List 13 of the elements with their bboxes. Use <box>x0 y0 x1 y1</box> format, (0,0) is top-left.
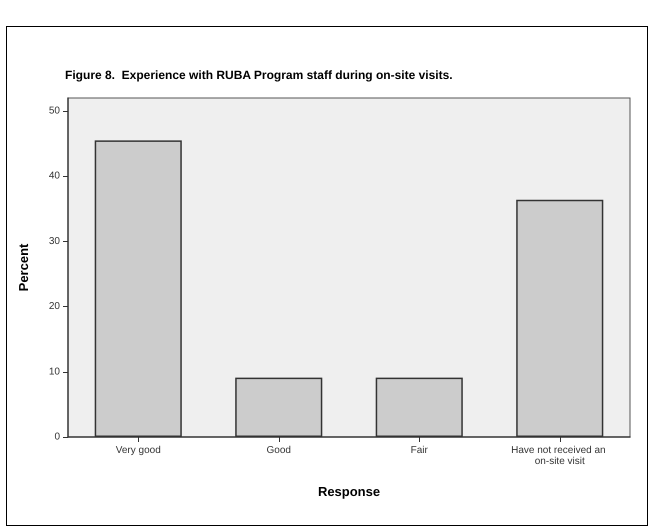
x-axis-title: Response <box>318 484 380 499</box>
y-tick-label: 20 <box>48 301 60 312</box>
y-tick-label: 50 <box>48 106 60 117</box>
y-tick-label: 0 <box>54 432 60 442</box>
chart-title: Figure 8. Experience with RUBA Program staff during on-site visits. <box>65 68 453 82</box>
x-tick-label: Good <box>266 445 291 456</box>
y-tick-label: 10 <box>48 366 60 378</box>
y-tick-label: 40 <box>48 170 60 182</box>
x-tick-label: Very good <box>116 445 161 456</box>
x-tick-label: Fair <box>410 445 429 456</box>
y-axis-title: Percent <box>16 242 31 292</box>
x-tick-label: Have not received an on-site visit <box>511 445 608 467</box>
y-tick-label: 30 <box>48 236 60 247</box>
